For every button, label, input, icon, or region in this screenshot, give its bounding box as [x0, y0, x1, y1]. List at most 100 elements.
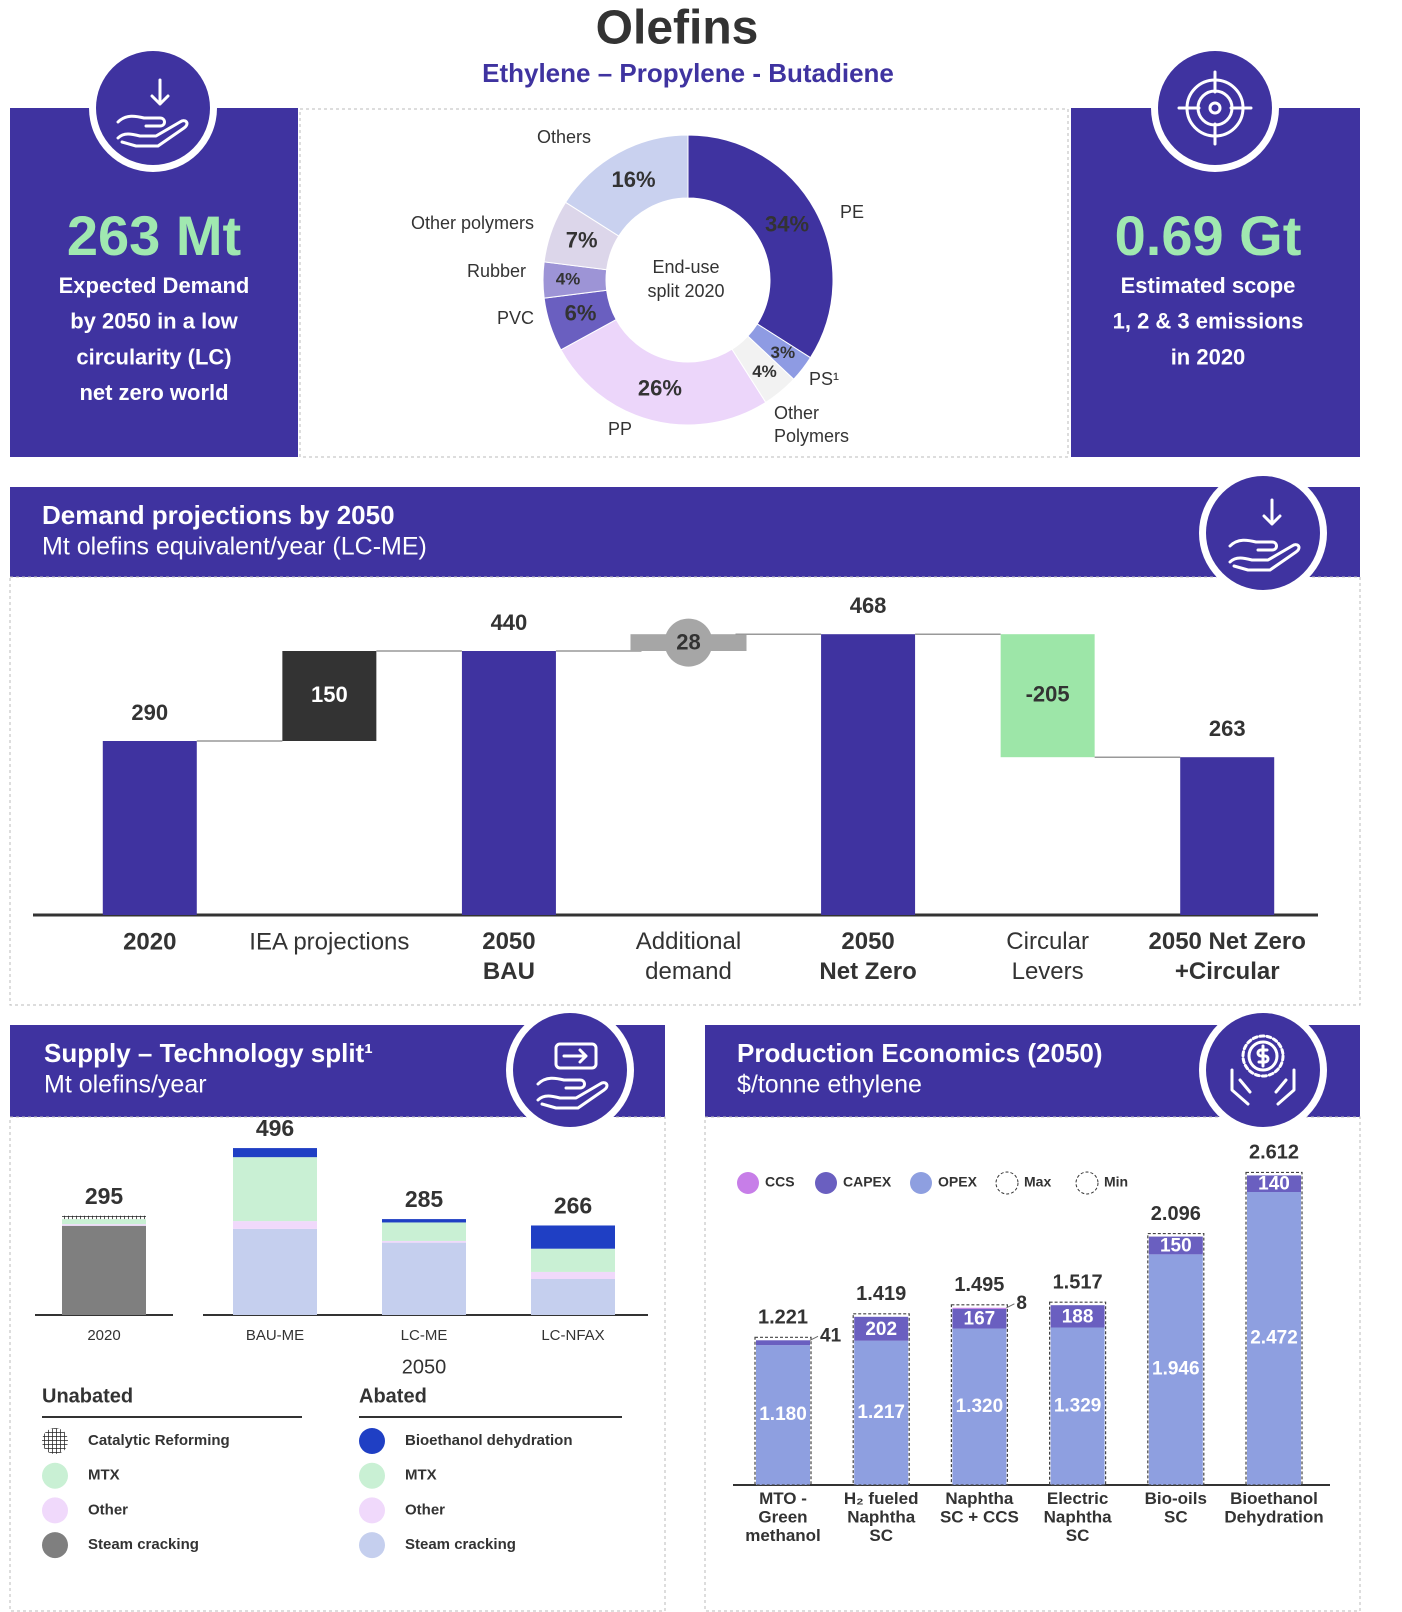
legend-swatch: [359, 1428, 385, 1454]
data-label: 6%: [565, 301, 597, 326]
kpi-value: 0.69 Gt: [1115, 204, 1302, 267]
x-tick-label: 2050 Net Zero +Circular: [1149, 928, 1306, 985]
text-line: MTO -: [759, 1489, 807, 1508]
x-tick-label: Additional demand: [636, 928, 741, 985]
subtitle: Ethylene – Propylene - Butadiene: [482, 58, 894, 88]
legend-swatch: [359, 1462, 385, 1489]
data-label: 150: [1160, 1235, 1192, 1256]
total-label: 295: [85, 1183, 124, 1209]
legend-swatch: [995, 1171, 1019, 1195]
demand-banner-icon: [1199, 469, 1327, 597]
text-line: Additional: [636, 928, 741, 955]
category-label: PP: [608, 419, 632, 439]
bar-segment: [1247, 1192, 1301, 1485]
text-line: Other: [774, 403, 819, 423]
text-line: circularity (LC): [76, 344, 231, 369]
category-label: PS¹: [809, 369, 839, 389]
total-label: 1.419: [856, 1283, 906, 1305]
total-label: 266: [554, 1193, 592, 1219]
legend-title: Abated: [359, 1385, 427, 1407]
text-line: split 2020: [647, 281, 724, 301]
text-line: by 2050 in a low: [70, 309, 238, 334]
bar-segment: [62, 1225, 146, 1315]
legend-swatch: [42, 1428, 68, 1454]
total-label: 1.517: [1053, 1271, 1103, 1293]
x-tick-label: 2050 BAU: [482, 928, 535, 985]
text-line: +Circular: [1175, 958, 1280, 985]
legend-label: MTX: [88, 1467, 120, 1484]
bar-segment: [1148, 1254, 1203, 1485]
economics-panel: [704, 1116, 1361, 1612]
data-label: 1.946: [1152, 1359, 1200, 1380]
donut-slice: [564, 134, 689, 237]
max-outline: [1245, 1171, 1303, 1486]
bar-segment: [233, 1148, 317, 1158]
text-line: H₂ fueled: [844, 1489, 919, 1508]
text-line: 2050 Net Zero: [1149, 928, 1306, 955]
bar: [282, 651, 377, 741]
category-label: Others: [537, 127, 591, 147]
data-label: 1.320: [956, 1396, 1004, 1417]
text-line: SC + CCS: [940, 1508, 1019, 1527]
legend-title: Unabated: [42, 1385, 133, 1407]
data-label: 150: [311, 682, 348, 707]
text-line: Bio-oils: [1145, 1489, 1207, 1508]
x-tick-label: MTO -Green methanol: [745, 1489, 821, 1545]
section-title: Production Economics (2050): [737, 1038, 1103, 1068]
text-line: Polymers: [774, 426, 849, 446]
category-label: PE: [840, 202, 864, 222]
label-badge: [664, 618, 713, 667]
legend-label: Min: [1104, 1174, 1128, 1190]
data-label: 263: [1209, 716, 1246, 741]
data-label: 4%: [556, 269, 581, 288]
title: Olefins: [596, 2, 759, 55]
data-label: 26%: [638, 375, 682, 400]
section-subtitle: Mt olefins/year: [44, 1071, 207, 1099]
donut-slice: [560, 318, 767, 426]
bar-segment: [1148, 1236, 1203, 1255]
text-line: Electric: [1047, 1489, 1108, 1508]
total-label: 496: [256, 1115, 294, 1141]
bar-segment: [1050, 1327, 1105, 1485]
legend-label: Catalytic Reforming: [88, 1432, 230, 1449]
section-title: Supply – Technology split¹: [44, 1038, 373, 1068]
x-tick-label: Electric Naphtha SC: [1044, 1489, 1113, 1545]
text-line: Green: [758, 1508, 807, 1527]
bar-segment: [854, 1316, 909, 1341]
legend-swatch: [42, 1497, 68, 1524]
demand-panel: [9, 576, 1361, 1006]
legend-swatch: [42, 1532, 68, 1559]
data-label: 7%: [566, 228, 598, 253]
x-tick-label: BAU-ME: [246, 1327, 304, 1344]
bar: [1000, 634, 1095, 758]
bar: [102, 741, 197, 915]
bar-segment: [952, 1307, 1007, 1309]
legend-label: Max: [1024, 1174, 1051, 1190]
supply-panel: [9, 1116, 666, 1612]
data-label: 1.217: [857, 1402, 905, 1423]
text-line: demand: [645, 958, 732, 985]
bar-segment: [382, 1222, 466, 1241]
bar-segment: [62, 1219, 146, 1225]
data-label: 290: [131, 700, 168, 725]
legend-swatch: [359, 1532, 385, 1559]
bar-segment: [756, 1345, 810, 1485]
category-label: Other polymers: [411, 213, 534, 233]
text-line: SC: [1066, 1526, 1090, 1545]
bar-segment: [531, 1225, 615, 1249]
bar-segment: [382, 1242, 466, 1315]
text-line: BAU: [483, 958, 535, 985]
category-label: Other Polymers: [774, 403, 849, 446]
bar: [461, 651, 556, 915]
legend-label: Steam cracking: [405, 1536, 516, 1553]
bar-segment: [756, 1340, 810, 1346]
legend-label: Bioethanol dehydration: [405, 1432, 573, 1449]
bar-segment: [531, 1248, 615, 1272]
bar: [1180, 757, 1275, 915]
total-label: 285: [405, 1186, 444, 1212]
bar-segment: [382, 1219, 466, 1223]
x-tick-label: Naphtha SC + CCS: [940, 1489, 1019, 1527]
text-line: Estimated scope: [1121, 273, 1296, 298]
text-line: 2050: [482, 928, 535, 955]
